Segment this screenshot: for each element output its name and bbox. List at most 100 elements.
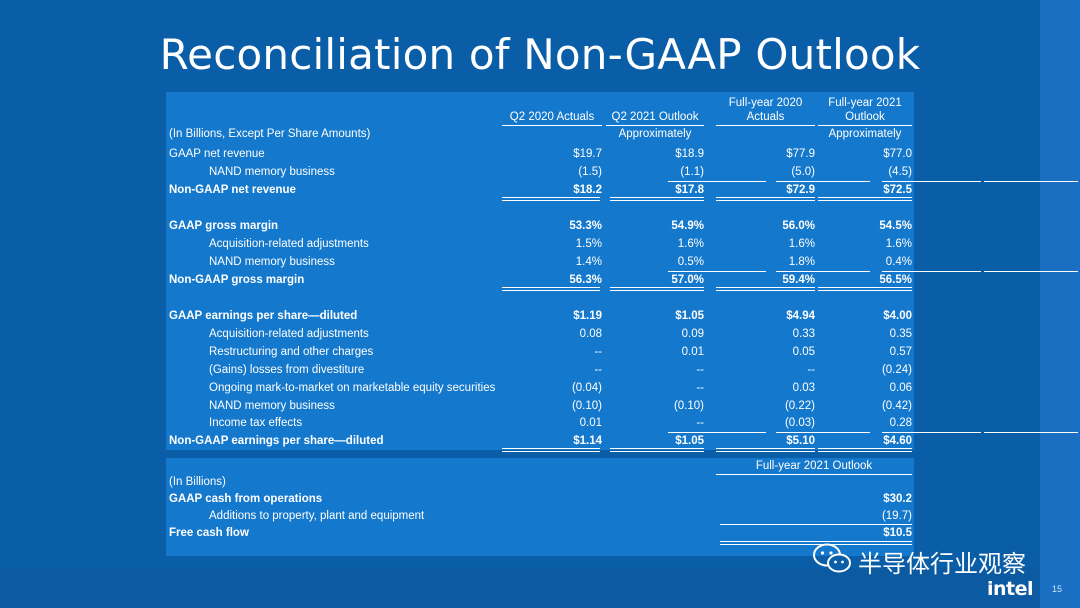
table-cell: $77.0 (883, 148, 912, 160)
table-cell: 54.5% (879, 220, 912, 232)
subtotal-rule (668, 181, 766, 182)
intel-logo: intel (987, 578, 1034, 600)
table-cell: 0.57 (889, 346, 912, 358)
table-row: Income tax effects 0.01 -- (0.03) 0.28 (166, 415, 914, 432)
table-cell: 0.5% (677, 256, 704, 268)
row-label: Non-GAAP gross margin (169, 274, 305, 286)
row-label: NAND memory business (209, 400, 335, 412)
table-cell: (1.5) (578, 166, 602, 178)
table-cell: 0.05 (792, 346, 815, 358)
table-cell: 0.4% (885, 256, 912, 268)
table-cell: -- (807, 364, 815, 376)
footer-bar (0, 568, 1040, 608)
table-cell: $17.8 (675, 184, 704, 196)
column-header-line: Actuals (746, 111, 785, 123)
row-label: GAAP gross margin (169, 220, 279, 232)
row-label: Free cash flow (169, 527, 249, 539)
total-double-rule (610, 197, 704, 201)
table-cell: (1.1) (680, 166, 704, 178)
subtotal-rule (984, 181, 1078, 182)
subtotal-rule (882, 271, 981, 272)
table-row: (Gains) losses from divestiture -- -- --… (166, 362, 914, 379)
table-cell: (0.10) (571, 400, 602, 412)
total-double-rule (502, 448, 600, 452)
units-label: (In Billions, Except Per Share Amounts) (169, 128, 371, 140)
column-header-line: Outlook (845, 111, 885, 123)
table-cell: $4.60 (883, 435, 912, 447)
units-row: (In Billions, Except Per Share Amounts) (166, 126, 914, 143)
column-header-q2-2021-outlook: Q2 2021 Outlook (606, 110, 704, 126)
table-cell: 0.03 (792, 382, 815, 394)
table-row: Additions to property, plant and equipme… (166, 508, 914, 525)
table-cell: 1.6% (677, 238, 704, 250)
table-cell: -- (594, 364, 602, 376)
total-double-rule (720, 541, 912, 545)
table-cell: 1.6% (788, 238, 815, 250)
column-header-fy-2021-outlook: Full-year 2021 Outlook (818, 96, 912, 126)
row-label: Acquisition-related adjustments (209, 328, 369, 340)
table-cell: $1.19 (573, 310, 602, 322)
table-cell: $4.00 (883, 310, 912, 322)
table-row: GAAP cash from operations $30.2 (166, 491, 914, 508)
column-header-line: Full-year 2021 (828, 97, 902, 109)
table-cell: $72.9 (786, 184, 815, 196)
table-cell: (19.7) (881, 510, 912, 522)
table-cell: $4.94 (786, 310, 815, 322)
subtotal-rule (776, 271, 870, 272)
row-label: Acquisition-related adjustments (209, 238, 369, 250)
total-double-rule (502, 197, 600, 201)
table-cell: 1.8% (788, 256, 815, 268)
row-label: Non-GAAP net revenue (169, 184, 296, 196)
table-row: Restructuring and other charges -- 0.01 … (166, 344, 914, 361)
row-label: Income tax effects (209, 417, 303, 429)
wechat-icon (813, 543, 851, 573)
row-label: NAND memory business (209, 166, 335, 178)
table-cell: 56.0% (782, 220, 815, 232)
table-cell: $5.10 (786, 435, 815, 447)
subtotal-rule (984, 432, 1078, 433)
total-double-rule (610, 287, 704, 291)
table-cell: -- (696, 382, 704, 394)
table-row: Free cash flow $10.5 (166, 525, 914, 542)
table-row: Ongoing mark-to-market on marketable equ… (166, 380, 914, 397)
table-row: Acquisition-related adjustments 1.5% 1.6… (166, 236, 914, 253)
cash-flow-table: Full-year 2021 Outlook (In Billions) GAA… (166, 458, 914, 556)
column-header-fy-2020-actuals: Full-year 2020 Actuals (716, 96, 815, 126)
table-row: Acquisition-related adjustments 0.08 0.0… (166, 326, 914, 343)
row-label: Non-GAAP earnings per share—diluted (169, 435, 384, 447)
units-row: (In Billions) (166, 474, 914, 491)
table-row: Non-GAAP earnings per share—diluted $1.1… (166, 433, 914, 450)
table-cell: 0.06 (889, 382, 912, 394)
subtotal-rule (720, 524, 912, 525)
total-double-rule (818, 197, 912, 201)
table-cell: 0.01 (579, 417, 602, 429)
table-cell: 1.6% (885, 238, 912, 250)
table-cell: 1.4% (575, 256, 602, 268)
total-double-rule (502, 287, 600, 291)
column-header-q2-2020-actuals: Q2 2020 Actuals (502, 110, 602, 126)
table-cell: (0.04) (571, 382, 602, 394)
total-double-rule (716, 197, 815, 201)
table-cell: (0.42) (881, 400, 912, 412)
table-cell: (0.03) (784, 417, 815, 429)
table-cell: 0.28 (889, 417, 912, 429)
subtotal-rule (668, 432, 766, 433)
table-cell: -- (696, 417, 704, 429)
table-cell: (0.10) (673, 400, 704, 412)
table-cell: $19.7 (573, 148, 602, 160)
row-label: Additions to property, plant and equipme… (209, 510, 425, 522)
reconciliation-table: Q2 2020 Actuals Q2 2021 Outlook Full-yea… (166, 92, 1078, 450)
subtotal-rule (984, 271, 1078, 272)
table-cell: $30.2 (883, 493, 912, 505)
table-cell: 57.0% (671, 274, 704, 286)
row-label: GAAP cash from operations (169, 493, 323, 505)
subtotal-rule (882, 181, 981, 182)
table-row: Non-GAAP gross margin 56.3% 57.0% 59.4% … (166, 272, 914, 289)
slide-edge-strip (1040, 0, 1080, 608)
table-cell: -- (594, 346, 602, 358)
column-header-fy-2021-outlook: Full-year 2021 Outlook (716, 459, 912, 475)
table-cell: -- (696, 364, 704, 376)
table-cell: 0.09 (681, 328, 704, 340)
total-double-rule (818, 287, 912, 291)
watermark: 半导体行业观察 (858, 551, 1026, 578)
